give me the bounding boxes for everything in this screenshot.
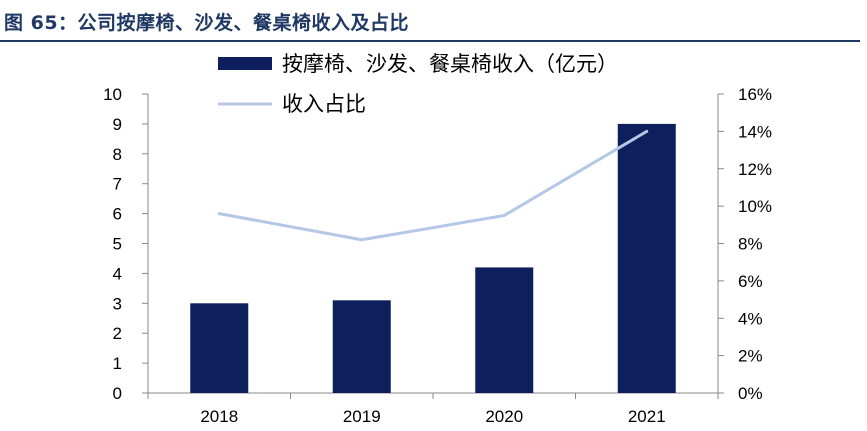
- figure-title: 图 65：公司按摩椅、沙发、餐桌椅收入及占比: [4, 12, 410, 34]
- share-point: [502, 213, 506, 217]
- legend-line-label: 收入占比: [282, 92, 366, 116]
- legend-bar-label: 按摩椅、沙发、餐桌椅收入（亿元）: [282, 52, 618, 76]
- share-point: [217, 212, 221, 216]
- x-tick-label: 2021: [628, 407, 666, 426]
- x-tick-label: 2020: [485, 407, 523, 426]
- left-axis-tick-label: 1: [113, 354, 122, 373]
- left-axis-tick-label: 4: [113, 264, 122, 283]
- right-axis-tick-label: 4%: [738, 309, 763, 328]
- revenue-bar: [332, 300, 391, 393]
- line-series: [217, 129, 649, 242]
- right-axis-tick-label: 8%: [738, 235, 763, 254]
- revenue-bar: [190, 303, 249, 393]
- left-axis-tick-label: 5: [113, 235, 122, 254]
- share-line: [218, 130, 648, 242]
- right-axis-tick-label: 14%: [738, 122, 772, 141]
- left-axis-tick-label: 8: [113, 145, 122, 164]
- left-axis-tick-label: 10: [103, 85, 122, 104]
- right-axis-tick-label: 2%: [738, 347, 763, 366]
- x-tick-labels: 2018 2019 2020 2021: [200, 407, 665, 426]
- left-axis-tick-label: 0: [113, 384, 122, 403]
- x-tick-label: 2019: [343, 407, 381, 426]
- right-axis-tick-label: 6%: [738, 272, 763, 291]
- right-axis-tick-label: 12%: [738, 160, 772, 179]
- left-axis-tick-label: 2: [113, 324, 122, 343]
- left-axis-tick-label: 9: [113, 115, 122, 134]
- chart-axes: 0 1 2 3 4 5 6 7 8 9 10 0% 2% 4% 6% 8% 10% 12% 14% 16%: [103, 85, 772, 403]
- title-underline: [0, 40, 860, 42]
- right-axis-tick-label: 16%: [738, 85, 772, 104]
- right-axis-tick-label: 0%: [738, 384, 763, 403]
- x-tick-label: 2018: [200, 407, 238, 426]
- revenue-bar: [617, 123, 676, 394]
- share-point: [360, 238, 364, 242]
- left-axis-tick-label: 7: [113, 175, 122, 194]
- left-axis-tick-label: 6: [113, 205, 122, 224]
- left-axis-tick-label: 3: [113, 294, 122, 313]
- chart-legend: 按摩椅、沙发、餐桌椅收入（亿元） 收入占比: [218, 52, 618, 116]
- right-axis-tick-label: 10%: [738, 197, 772, 216]
- bar-series: [190, 123, 676, 394]
- share-point: [645, 129, 649, 133]
- legend-bar-swatch: [218, 57, 272, 70]
- revenue-bar: [475, 267, 534, 393]
